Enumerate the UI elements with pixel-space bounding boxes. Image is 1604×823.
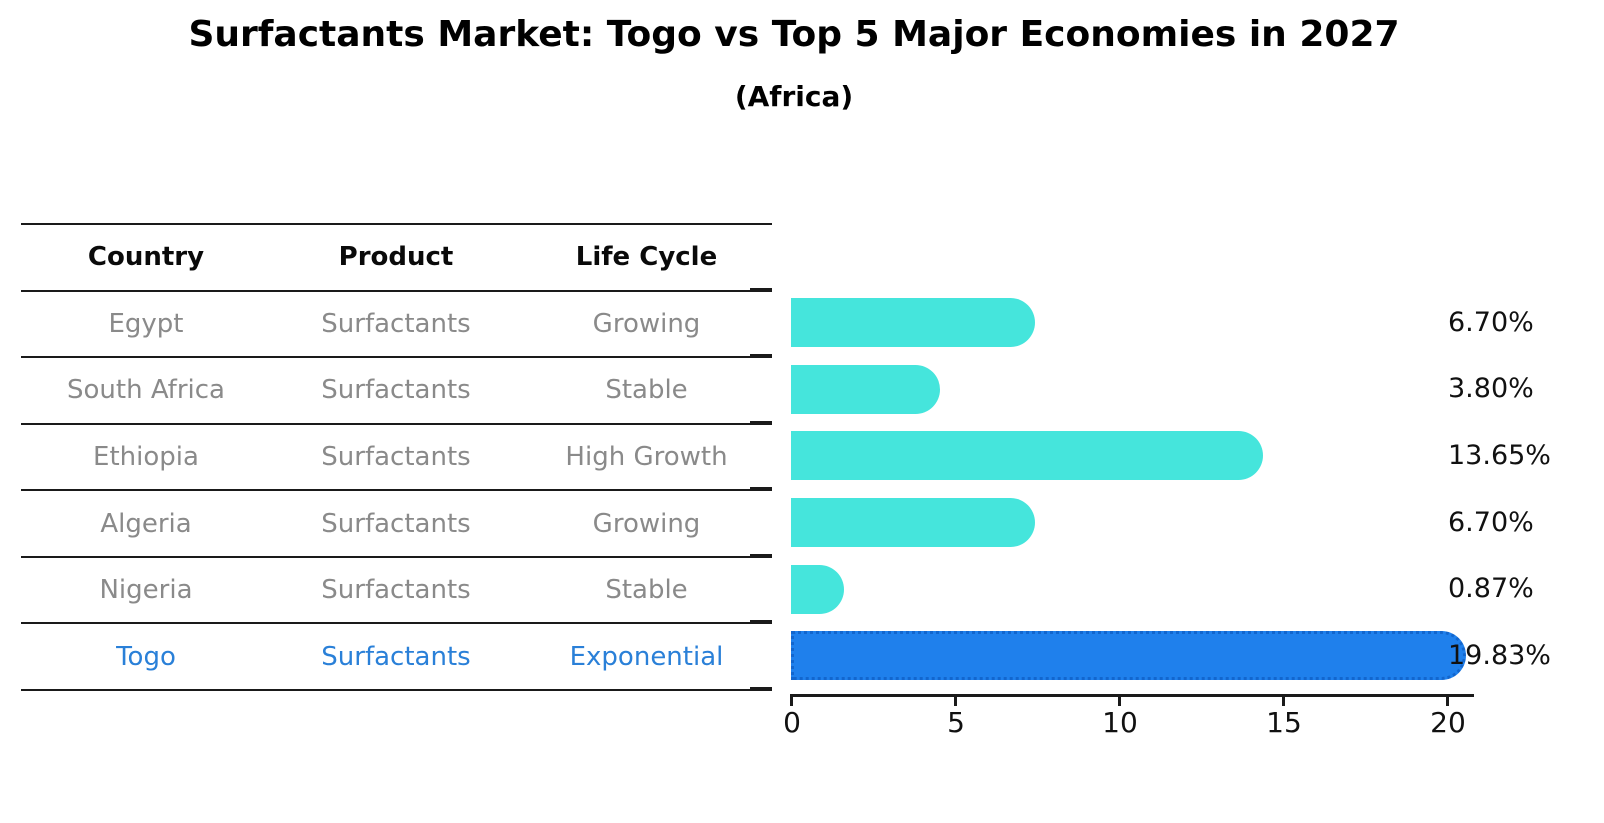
cell-life-cycle: Growing [592,508,701,539]
y-axis-tick [750,620,772,623]
bar-togo [791,631,1466,681]
chart-subtitle: (Africa) [734,80,854,113]
cell-life-cycle: High Growth [565,442,728,473]
column-header-country: Country [87,242,205,273]
table-row-algeria: Algeria Surfactants Growing [21,491,772,558]
x-axis-tick [1282,697,1285,706]
cell-product: Surfactants [321,508,471,539]
bar-algeria [791,498,1036,547]
cell-life-cycle: Stable [605,575,688,606]
y-axis-tick [750,687,772,690]
y-axis-tick [750,288,772,291]
cell-life-cycle: Stable [605,375,688,406]
y-axis-tick [750,354,772,357]
x-axis-tick [954,697,957,706]
country-table: Country Product Life Cycle Egypt Surfact… [21,223,772,692]
value-label-south-africa: 3.80% [1448,373,1534,405]
column-header-life-cycle: Life Cycle [575,242,718,273]
table-row-nigeria: Nigeria Surfactants Stable [21,558,772,625]
bar-egypt [791,298,1036,348]
bar-ethiopia [791,431,1264,481]
chart-title: Surfactants Market: Togo vs Top 5 Major … [188,14,1400,55]
value-label-nigeria: 0.87% [1448,573,1534,605]
cell-life-cycle: Exponential [569,641,724,672]
x-axis-tick-label: 20 [1430,706,1466,739]
table-header-row: Country Product Life Cycle [21,225,772,292]
bar-nigeria [791,564,845,614]
x-axis-tick [790,697,793,706]
bar-south-africa [791,364,941,414]
cell-country: Egypt [108,308,184,339]
value-label-togo: 19.83% [1448,639,1551,671]
x-axis-tick-label: 0 [783,706,801,739]
value-label-egypt: 6.70% [1448,306,1534,338]
cell-product: Surfactants [321,641,471,672]
cell-country: South Africa [67,375,225,406]
cell-country: Ethiopia [93,442,199,473]
x-axis-tick-label: 15 [1266,706,1302,739]
cell-country: Nigeria [99,575,193,606]
cell-product: Surfactants [321,442,471,473]
x-axis-tick [1118,697,1121,706]
cell-product: Surfactants [321,308,471,339]
y-axis-tick [750,554,772,557]
y-axis-tick [750,421,772,424]
cell-product: Surfactants [321,375,471,406]
table-row-ethiopia: Ethiopia Surfactants High Growth [21,425,772,492]
cell-country: Algeria [100,508,192,539]
x-axis-tick-label: 10 [1102,706,1138,739]
column-header-product: Product [338,242,454,273]
cell-product: Surfactants [321,575,471,606]
x-axis-line [790,694,1474,697]
x-axis-tick-label: 5 [947,706,965,739]
x-axis-tick [1446,697,1449,706]
table-row-togo: Togo Surfactants Exponential [21,624,772,692]
cell-life-cycle: Growing [592,308,701,339]
y-axis-tick [750,487,772,490]
table-row-egypt: Egypt Surfactants Growing [21,292,772,359]
cell-country: Togo [116,641,176,672]
value-label-algeria: 6.70% [1448,506,1534,538]
value-label-ethiopia: 13.65% [1448,439,1551,471]
table-row-south-africa: South Africa Surfactants Stable [21,358,772,425]
